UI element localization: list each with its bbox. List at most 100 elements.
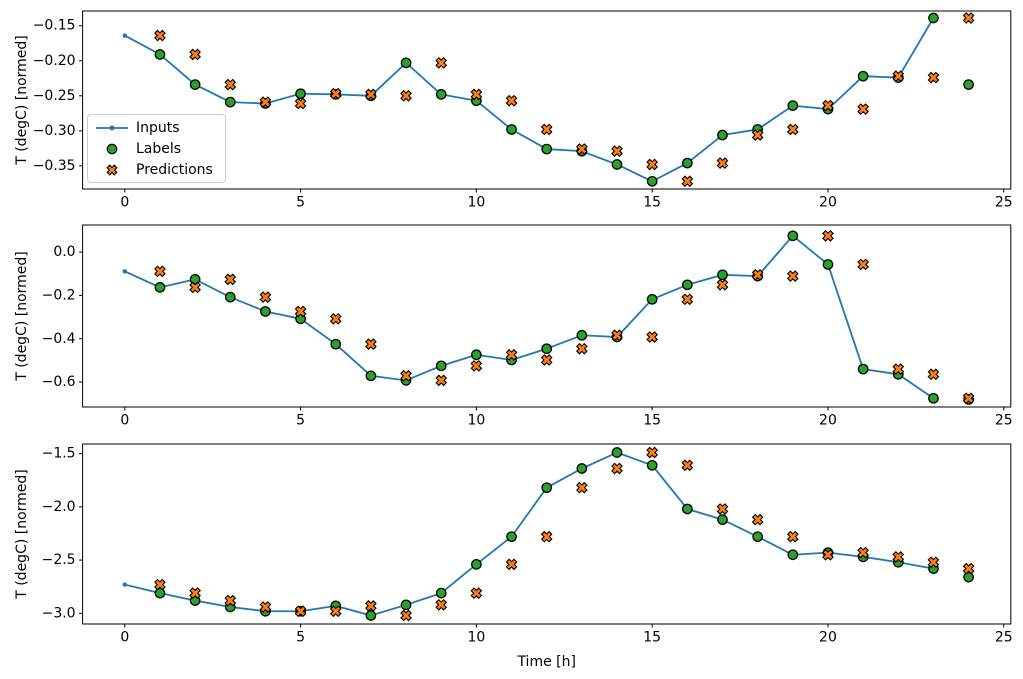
prediction-marker [611,329,623,342]
prediction-marker [962,12,975,24]
prediction-marker [189,587,201,599]
y-axis-label: T (degC) [normed] [14,35,30,166]
label-marker [295,88,306,100]
prediction-marker [435,56,448,69]
prediction-marker [294,605,307,618]
x-tick-label: 25 [995,630,1013,646]
label-marker [717,269,728,281]
subplot-1: 0 5 10 15 20 25 −0.15 −0.20 −0.25 −0.30 −0.35T (de… [14,10,1013,211]
x-tick-label: 5 [296,413,305,429]
label-marker [752,531,764,543]
prediction-marker [892,551,905,563]
label-marker [963,79,974,90]
legend-label-inputs: Inputs [136,119,180,136]
y-tick-label: −2.5 [42,552,76,568]
prediction-marker [400,369,412,382]
prediction-marker [681,293,694,306]
y-tick-label: −0.2 [42,287,76,303]
prediction-marker [857,258,870,271]
y-tick-label: −0.20 [33,53,76,69]
x-tick-label: 25 [995,413,1013,429]
prediction-marker [540,354,553,366]
prediction-marker [365,338,377,351]
x-tick-label: 0 [120,195,129,211]
prediction-marker [822,99,834,112]
prediction-marker [927,71,940,84]
prediction-marker [540,530,553,543]
legend-item-predictions: Predictions [94,159,219,180]
prediction-marker [470,587,483,599]
prediction-marker [822,548,834,561]
prediction-marker [716,278,729,291]
prediction-marker [927,368,940,381]
prediction-marker [329,312,342,325]
label-marker [717,514,728,525]
subplot-3: 0 5 10 15 20 25 −1.5 −2.0 −2.5 −3.0 T (degC) [norm… [14,443,1013,646]
x-tick-label: 10 [467,195,485,211]
prediction-marker [294,305,307,318]
x-tick-label: 5 [296,195,305,211]
prediction-marker [716,157,729,169]
prediction-marker [154,578,166,591]
prediction-marker [505,94,518,107]
label-marker [681,157,693,169]
x-tick-label: 15 [643,195,661,211]
y-tick-label: −0.25 [33,88,76,104]
x-tick-label: 5 [296,630,305,646]
label-marker [189,79,201,90]
subplot-2: 0 5 10 15 20 25 0.0 −0.2 −0.4 −0.6 T (degC) [norme… [14,224,1013,429]
label-marker [787,549,799,561]
label-marker [576,463,588,474]
y-tick-label: −2.0 [42,499,76,515]
prediction-marker [540,123,553,136]
prediction-marker [892,363,905,375]
x-tick-label: 15 [643,630,661,646]
y-tick-label: −0.30 [33,123,76,139]
label-marker [224,291,236,303]
input-point-dot [122,582,127,587]
label-marker [471,559,482,570]
label-marker [646,459,658,471]
prediction-marker [189,281,201,294]
x-tick-label: 10 [467,630,485,646]
prediction-marker [962,392,975,405]
inputs-line-marker-icon [96,125,128,130]
label-marker [928,392,939,404]
label-marker [400,599,412,611]
prediction-marker [365,88,377,101]
y-axis-label: T (degC) [normed] [14,251,30,382]
prediction-marker [154,29,166,42]
y-tick-label: −0.15 [33,18,76,34]
prediction-marker [681,459,694,472]
label-marker [224,96,236,108]
prediction-marker [224,78,237,91]
label-marker [541,482,553,494]
prediction-marker [400,89,412,102]
prediction-marker [575,342,588,355]
prediction-marker [857,546,870,559]
prediction-marker [435,598,448,611]
x-tick-label: 20 [819,630,837,646]
prediction-marker [857,103,870,115]
label-marker [646,175,658,187]
label-marker [506,124,517,135]
prediction-marker [470,359,483,372]
labels-circle-marker-icon [106,143,118,154]
prediction-marker [892,70,905,83]
y-tick-label: −1.5 [42,446,76,462]
predictions-x-marker-icon [106,163,118,176]
label-marker [681,503,693,515]
prediction-marker [294,97,307,110]
label-marker [787,230,799,242]
prediction-marker [575,481,588,494]
prediction-marker [154,265,166,278]
prediction-marker [400,609,412,622]
prediction-marker [329,605,342,618]
label-marker [787,100,799,111]
label-marker [611,159,623,170]
label-marker [928,12,939,24]
prediction-marker [505,348,518,361]
prediction-marker [646,158,659,171]
prediction-marker [751,268,764,281]
